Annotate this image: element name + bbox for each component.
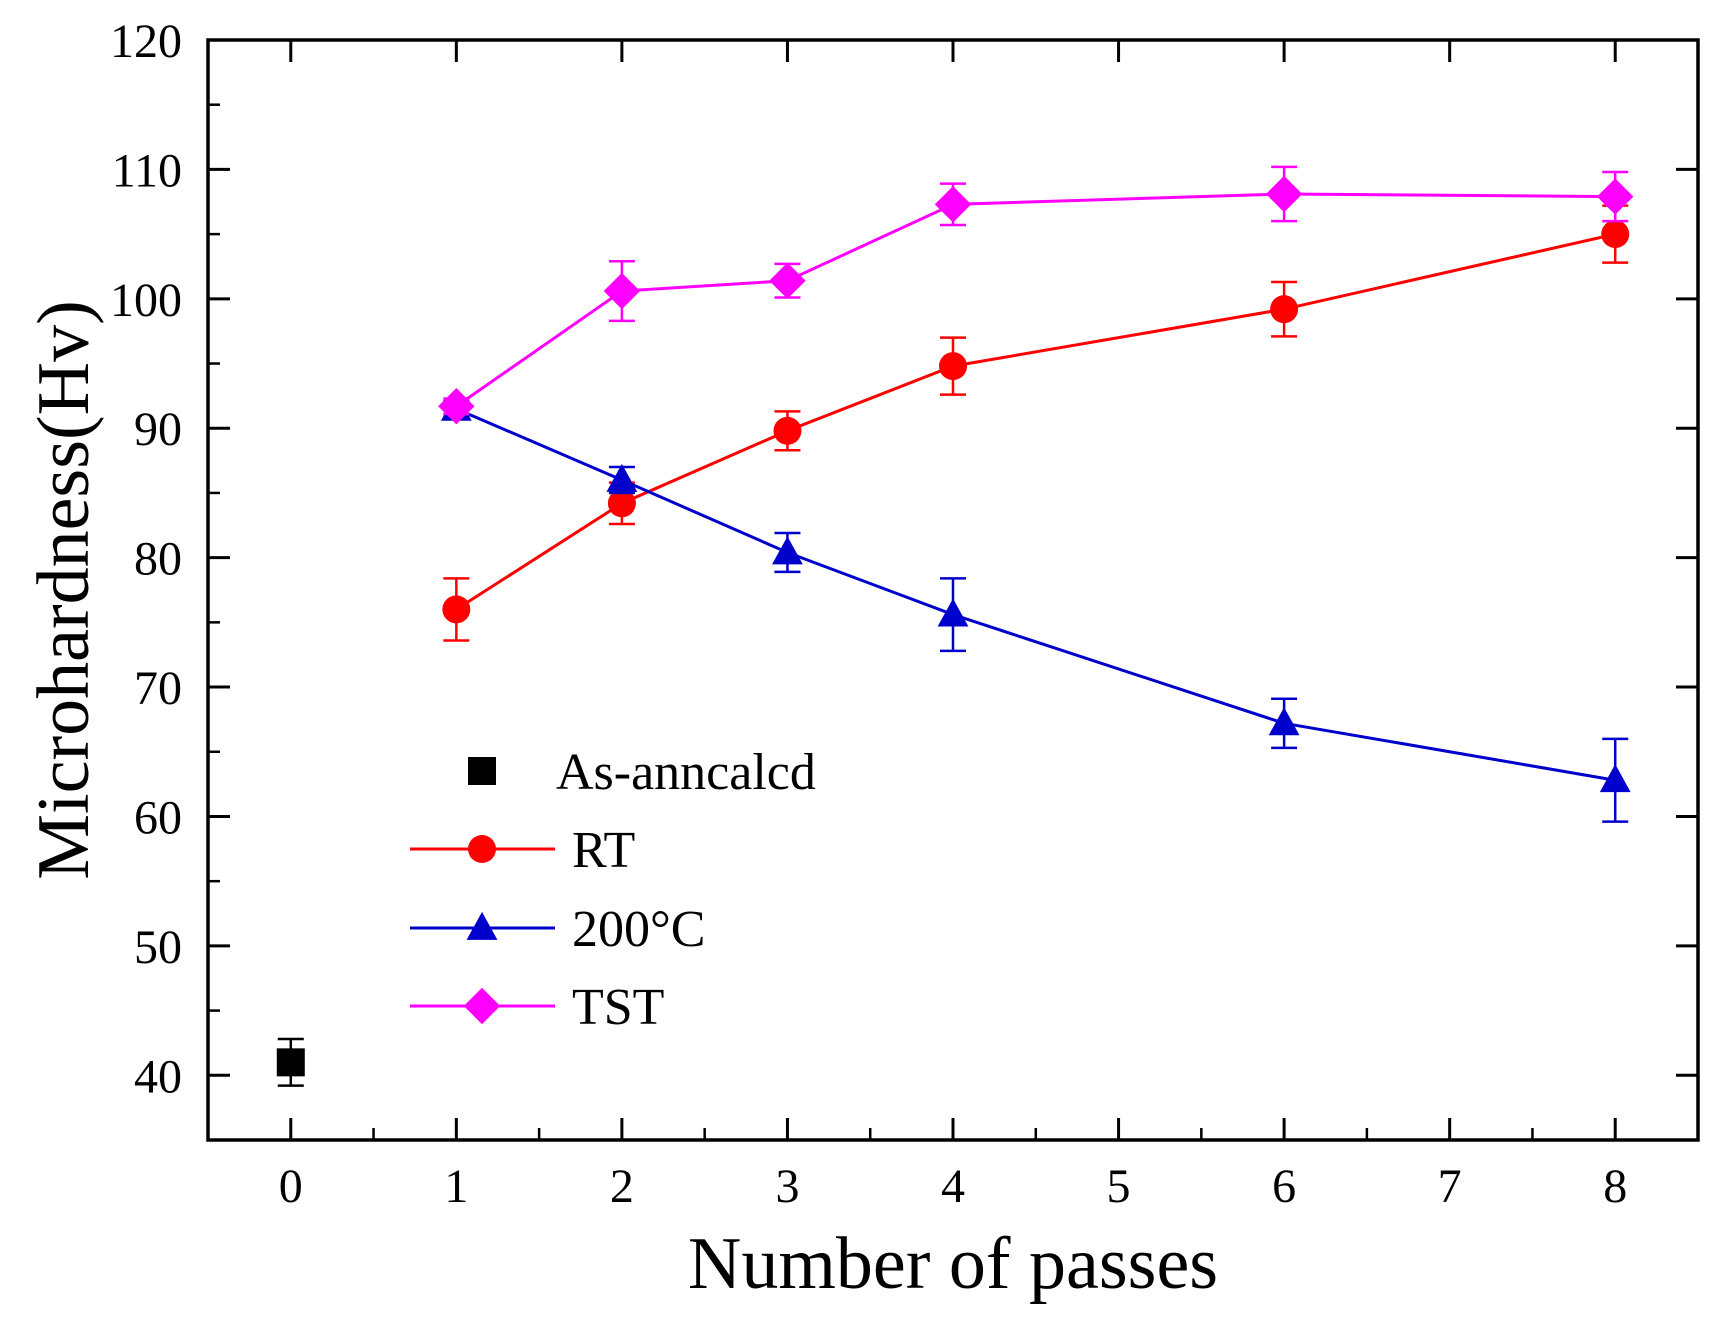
- data-point: [1601, 220, 1630, 249]
- series-3: [438, 165, 1634, 425]
- y-tick-label: 50: [134, 921, 182, 974]
- data-point: [1265, 175, 1303, 213]
- data-point: [1268, 707, 1300, 736]
- data-point: [939, 352, 967, 381]
- series-1: [442, 204, 1630, 642]
- legend-marker: [468, 757, 496, 785]
- data-point: [606, 463, 638, 492]
- legend-marker: [466, 911, 498, 940]
- y-tick-label: 100: [110, 274, 182, 327]
- legend-marker: [463, 987, 501, 1025]
- series-line: [455, 407, 1616, 782]
- x-tick-label: 3: [775, 1160, 799, 1213]
- legend-entry: 200°C: [410, 901, 705, 958]
- data-point: [769, 262, 806, 299]
- data-point: [772, 536, 803, 565]
- x-tick-label: 6: [1272, 1160, 1296, 1213]
- x-tick-label: 8: [1603, 1160, 1627, 1213]
- legend-label: RT: [572, 822, 635, 879]
- data-point: [603, 272, 641, 310]
- x-tick-label: 4: [941, 1160, 965, 1213]
- y-tick-label: 70: [134, 662, 182, 715]
- x-tick-label: 5: [1107, 1160, 1131, 1213]
- data-point: [773, 416, 802, 445]
- legend-entry: RT: [410, 822, 635, 879]
- data-point: [607, 489, 636, 518]
- data-point: [937, 598, 969, 627]
- x-axis-title: Number of passes: [688, 1223, 1218, 1305]
- data-point: [438, 388, 475, 425]
- data-point: [276, 1048, 305, 1077]
- y-tick-label: 120: [110, 15, 182, 68]
- y-tick-label: 110: [112, 144, 182, 197]
- y-axis-title: Microhardness(Hv): [23, 300, 105, 880]
- x-tick-label: 0: [279, 1160, 303, 1213]
- legend-label: TST: [572, 979, 664, 1036]
- x-tick-label: 2: [610, 1160, 634, 1213]
- x-tick-label: 1: [444, 1160, 468, 1213]
- legend-entry: TST: [410, 979, 664, 1036]
- legend-entry: As-anncalcd: [468, 744, 816, 801]
- data-point: [1599, 764, 1631, 793]
- series-line: [455, 192, 1616, 408]
- data-point: [1597, 178, 1634, 215]
- data-point: [1270, 295, 1299, 324]
- legend-label: As-anncalcd: [556, 744, 816, 801]
- y-tick-label: 90: [134, 403, 182, 456]
- x-tick-label: 7: [1438, 1160, 1462, 1213]
- series-0: [276, 1037, 305, 1087]
- data-point: [934, 186, 972, 223]
- legend-label: 200°C: [572, 901, 705, 958]
- y-tick-label: 40: [134, 1050, 182, 1103]
- data-point: [442, 595, 471, 624]
- legend-marker: [468, 835, 496, 863]
- y-tick-label: 60: [134, 791, 182, 844]
- y-tick-label: 80: [134, 533, 182, 586]
- series-line: [455, 232, 1616, 611]
